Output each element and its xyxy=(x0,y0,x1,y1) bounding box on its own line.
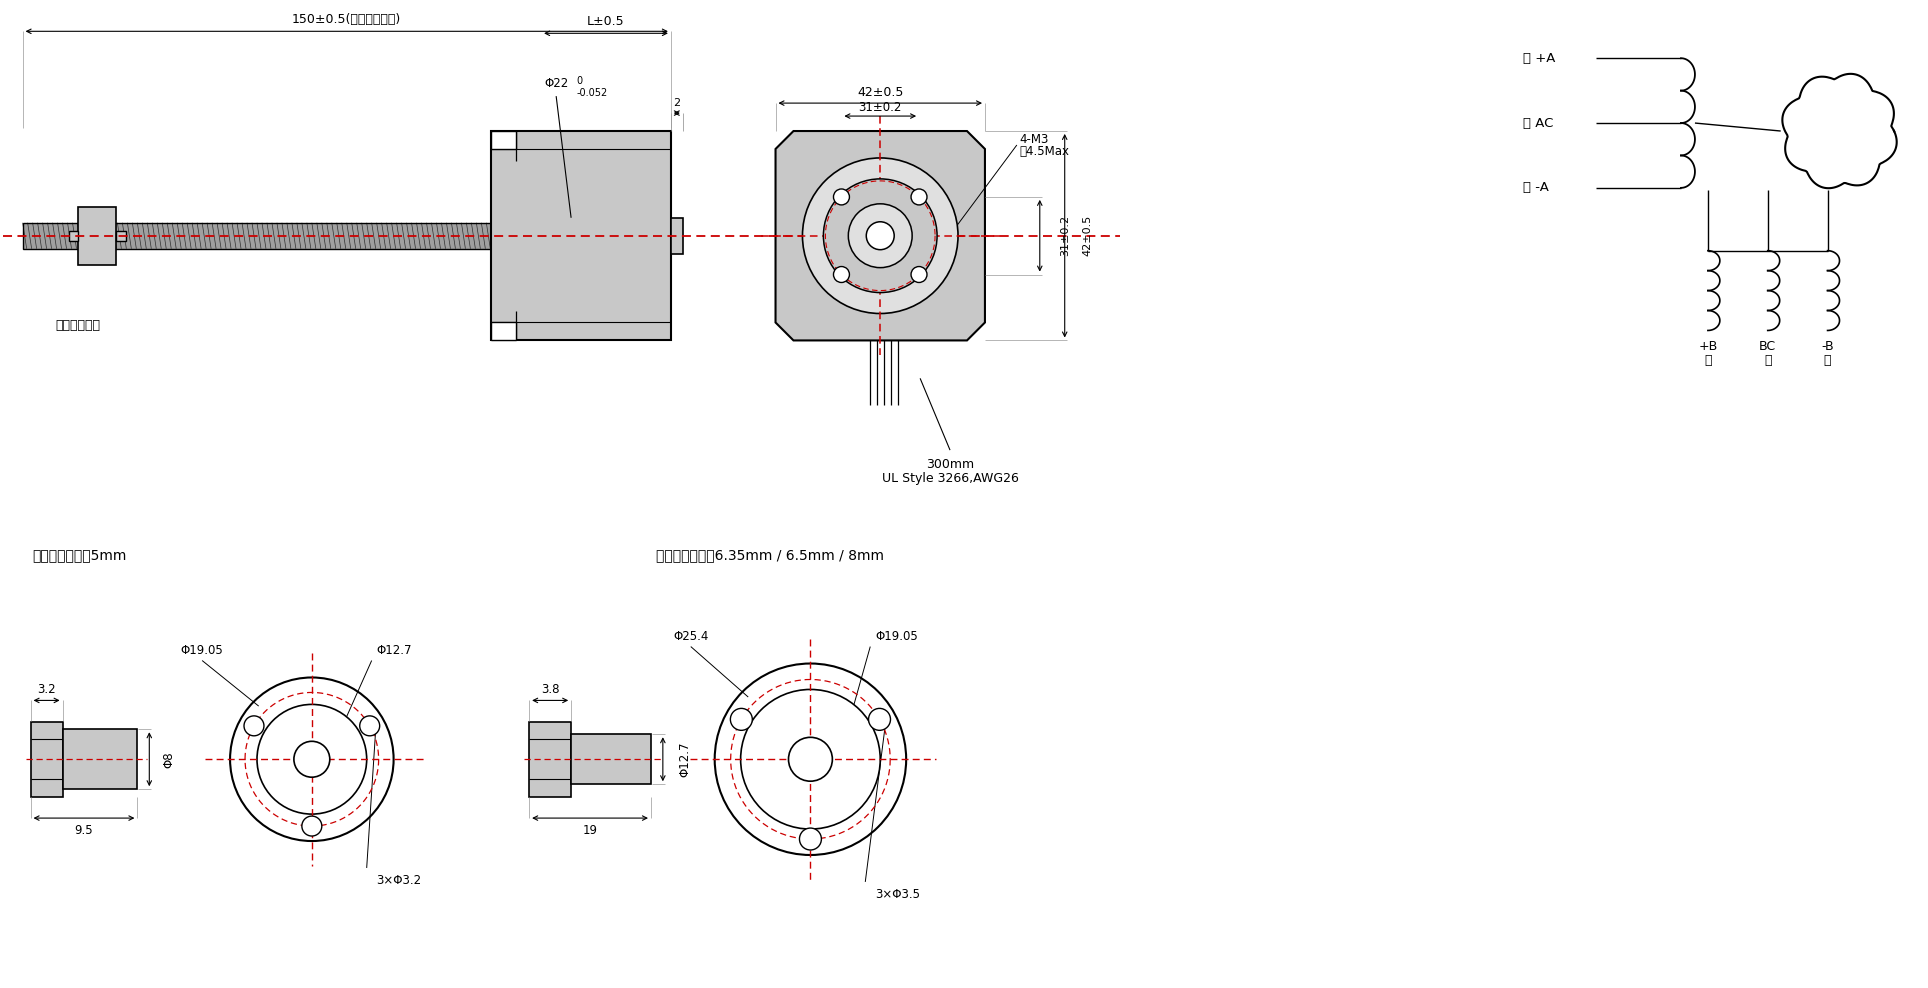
Text: Φ19.05: Φ19.05 xyxy=(875,630,918,643)
Circle shape xyxy=(848,204,912,268)
Bar xyxy=(116,231,127,241)
Bar xyxy=(671,217,683,254)
Text: Φ22: Φ22 xyxy=(544,77,569,90)
Text: 外部線性螺母: 外部線性螺母 xyxy=(56,319,100,332)
Circle shape xyxy=(361,716,380,736)
Bar xyxy=(79,206,116,265)
Text: 梯型絲杠直徑：5mm: 梯型絲杠直徑：5mm xyxy=(33,547,127,562)
Text: 紅 +A: 紅 +A xyxy=(1523,51,1556,65)
Text: 42±0.5: 42±0.5 xyxy=(1084,215,1093,256)
Bar xyxy=(492,131,671,341)
Bar xyxy=(492,322,517,341)
Text: 300mm: 300mm xyxy=(925,458,974,471)
Bar xyxy=(31,722,62,797)
Text: 4-M3: 4-M3 xyxy=(1020,132,1049,145)
Circle shape xyxy=(731,708,752,730)
Circle shape xyxy=(833,267,850,283)
Text: 31±0.2: 31±0.2 xyxy=(1060,215,1070,256)
Circle shape xyxy=(256,704,366,814)
Text: UL Style 3266,AWG26: UL Style 3266,AWG26 xyxy=(881,472,1018,485)
Text: M: M xyxy=(1822,114,1857,148)
Text: 藍 -A: 藍 -A xyxy=(1523,182,1550,195)
Text: 黃: 黃 xyxy=(1764,354,1772,367)
Bar xyxy=(23,222,492,249)
Text: +B: +B xyxy=(1699,340,1718,353)
Circle shape xyxy=(823,179,937,292)
Text: 0
-0.052: 0 -0.052 xyxy=(576,76,607,98)
Bar xyxy=(23,222,492,249)
Circle shape xyxy=(800,828,821,850)
Polygon shape xyxy=(1781,74,1897,188)
Text: 3.2: 3.2 xyxy=(37,683,56,696)
Circle shape xyxy=(245,716,264,736)
Text: -B: -B xyxy=(1822,340,1834,353)
Bar xyxy=(528,722,571,797)
Text: Φ8: Φ8 xyxy=(162,751,175,768)
Text: 2: 2 xyxy=(673,98,681,108)
Circle shape xyxy=(868,708,891,730)
Text: Φ12.7: Φ12.7 xyxy=(376,644,413,657)
Bar xyxy=(69,231,79,241)
Bar xyxy=(62,729,137,789)
Text: 9.5: 9.5 xyxy=(73,824,93,837)
Text: 黑: 黑 xyxy=(1824,354,1832,367)
Bar xyxy=(492,131,517,149)
Text: Φ19.05: Φ19.05 xyxy=(181,644,224,657)
Text: 梯型絲杠直徑：6.35mm / 6.5mm / 8mm: 梯型絲杠直徑：6.35mm / 6.5mm / 8mm xyxy=(656,547,883,562)
Polygon shape xyxy=(775,131,985,341)
Text: 綠: 綠 xyxy=(1704,354,1712,367)
Text: 3×Φ3.2: 3×Φ3.2 xyxy=(376,874,422,887)
Circle shape xyxy=(866,221,895,250)
Circle shape xyxy=(303,816,322,836)
Circle shape xyxy=(789,737,833,782)
Text: 深4.5Max: 深4.5Max xyxy=(1020,145,1070,158)
Circle shape xyxy=(740,690,881,829)
Text: 42±0.5: 42±0.5 xyxy=(858,86,904,99)
Text: 白 AC: 白 AC xyxy=(1523,117,1554,129)
Text: 3×Φ3.5: 3×Φ3.5 xyxy=(875,888,920,901)
Text: Φ25.4: Φ25.4 xyxy=(673,630,708,643)
Text: 150±0.5(可自定義長度): 150±0.5(可自定義長度) xyxy=(293,13,401,26)
Bar xyxy=(571,734,652,784)
Text: 19: 19 xyxy=(582,824,598,837)
Circle shape xyxy=(802,158,958,313)
Circle shape xyxy=(229,678,393,841)
Circle shape xyxy=(912,267,927,283)
Text: 31±0.2: 31±0.2 xyxy=(858,101,902,114)
Text: Φ12.7: Φ12.7 xyxy=(679,742,692,777)
Circle shape xyxy=(715,664,906,855)
Text: BC: BC xyxy=(1758,340,1776,353)
Circle shape xyxy=(912,189,927,205)
Text: L±0.5: L±0.5 xyxy=(588,15,625,28)
Circle shape xyxy=(833,189,850,205)
Text: 3.8: 3.8 xyxy=(542,683,559,696)
Circle shape xyxy=(293,741,330,778)
